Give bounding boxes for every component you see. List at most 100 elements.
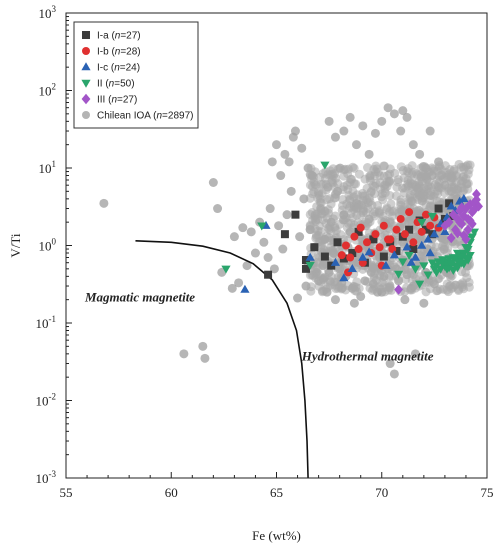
data-point-2 xyxy=(459,194,469,203)
data-point-2 xyxy=(240,284,250,293)
ioa-cloud-point xyxy=(457,282,467,292)
data-point-0 xyxy=(333,238,342,247)
ioa-cloud-point xyxy=(421,277,431,287)
data-point-3 xyxy=(442,265,452,274)
data-point-2 xyxy=(423,234,433,243)
ioa-cloud-point xyxy=(365,283,375,293)
ioa-cloud-point xyxy=(306,282,316,292)
data-point-5 xyxy=(415,149,425,159)
data-point-4 xyxy=(465,215,475,226)
ioa-cloud-point xyxy=(354,169,364,179)
ioa-cloud-point xyxy=(307,174,317,184)
data-point-1 xyxy=(396,214,405,223)
data-point-5 xyxy=(425,126,435,136)
data-point-2 xyxy=(347,264,357,273)
data-point-3 xyxy=(410,265,421,274)
data-point-5 xyxy=(286,186,296,196)
data-point-2 xyxy=(402,242,412,251)
ioa-cloud-point xyxy=(366,170,376,180)
ioa-cloud-point xyxy=(352,210,362,220)
ioa-cloud-point xyxy=(419,189,429,199)
ioa-cloud-point xyxy=(352,286,362,296)
legend: I-a (n=27) I-b (n=28) I-c (n=24) II (n=50) I… xyxy=(73,21,199,129)
ioa-cloud-point xyxy=(462,273,472,283)
data-point-5 xyxy=(389,109,399,119)
ioa-cloud-point xyxy=(366,188,376,198)
data-point-5 xyxy=(364,149,374,159)
ioa-cloud-point xyxy=(305,224,315,234)
data-point-0 xyxy=(301,264,310,273)
data-point-2 xyxy=(381,260,391,269)
data-point-0 xyxy=(409,245,418,254)
ioa-cloud-point xyxy=(442,279,452,289)
data-point-4 xyxy=(457,202,467,213)
data-point-5 xyxy=(358,121,368,131)
ioa-cloud-point xyxy=(410,283,420,293)
data-point-1 xyxy=(400,230,409,239)
legend-label: I-a (n=27) xyxy=(97,31,141,42)
data-point-1 xyxy=(405,208,414,217)
data-point-3 xyxy=(452,264,463,273)
ioa-cloud-point xyxy=(416,247,426,257)
ioa-cloud-point xyxy=(348,162,358,172)
legend-label: III (n=27) xyxy=(97,95,137,106)
annotation-hydrothermal: Hydrothermal magnetite xyxy=(301,348,434,363)
data-point-0 xyxy=(310,243,319,252)
data-point-5 xyxy=(227,283,237,293)
data-point-4 xyxy=(394,284,403,295)
data-point-3 xyxy=(257,222,267,231)
ioa-cloud-point xyxy=(367,200,377,210)
legend-item: I-b (n=28) xyxy=(82,47,141,58)
x-tick-label: 60 xyxy=(165,485,178,500)
ioa-cloud-point xyxy=(316,227,326,237)
data-point-5 xyxy=(389,369,399,379)
data-point-2 xyxy=(410,252,421,261)
x-tick-label: 75 xyxy=(481,485,494,500)
ioa-cloud-point xyxy=(403,175,413,185)
data-point-3 xyxy=(457,253,467,262)
ioa-cloud-point xyxy=(390,262,400,272)
data-point-4 xyxy=(472,188,481,200)
data-point-1 xyxy=(417,227,426,236)
x-axis: 55 60 65 70 75 xyxy=(60,472,494,500)
data-point-3 xyxy=(305,261,315,270)
ioa-cloud-point xyxy=(379,171,389,181)
ioa-cloud-point xyxy=(385,164,395,174)
data-point-3 xyxy=(452,249,463,258)
y-tick-label: 100 xyxy=(39,237,57,254)
data-point-3 xyxy=(455,258,465,267)
ioa-cloud-point xyxy=(426,201,436,211)
ioa-cloud-point xyxy=(413,170,423,180)
data-point-0 xyxy=(280,230,289,239)
data-point-2 xyxy=(389,250,399,259)
data-point-4 xyxy=(453,227,462,239)
ioa-cloud-point xyxy=(331,226,341,236)
data-point-2 xyxy=(429,229,439,238)
ioa-cloud-point xyxy=(445,165,455,175)
y-tick-label: 102 xyxy=(39,82,57,99)
legend-marker xyxy=(82,31,90,39)
ioa-cloud-point xyxy=(353,203,363,213)
ioa-cloud-point xyxy=(351,179,361,189)
legend-item: Chilean IOA (n=2897) xyxy=(82,111,193,122)
data-point-5 xyxy=(238,223,248,233)
data-point-3 xyxy=(423,271,433,280)
data-point-3 xyxy=(398,258,408,267)
data-point-4 xyxy=(469,204,479,215)
ioa-cloud-point xyxy=(396,162,406,172)
ioa-cloud-point xyxy=(349,192,359,202)
ioa-cloud-point xyxy=(428,276,438,286)
ioa-cloud-point xyxy=(457,183,467,193)
annotation-magmatic: Magmatic magnetite xyxy=(84,289,195,304)
data-point-0 xyxy=(291,210,300,219)
data-point-5 xyxy=(402,112,412,122)
data-point-0 xyxy=(392,246,401,255)
data-point-4 xyxy=(446,232,456,244)
ioa-cloud-point xyxy=(420,162,430,172)
y-tick-label: 103 xyxy=(39,4,57,21)
data-point-3 xyxy=(417,218,427,227)
ioa-cloud-point xyxy=(340,214,350,224)
ioa-cloud-point xyxy=(333,164,343,174)
legend-label: I-c (n=24) xyxy=(97,63,140,74)
data-point-5 xyxy=(274,221,284,231)
